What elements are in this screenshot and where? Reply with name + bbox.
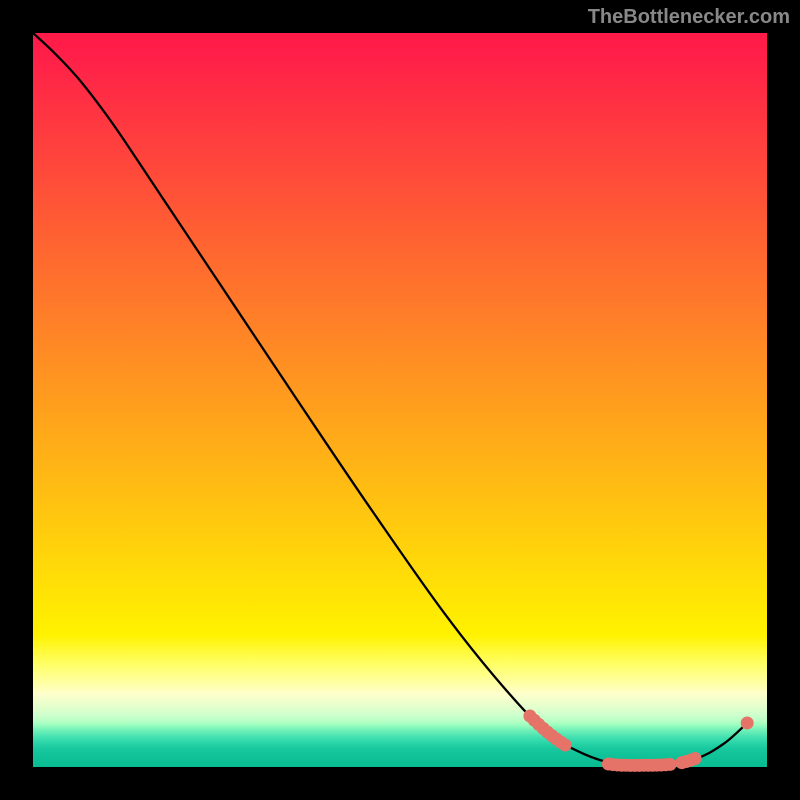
- chart-overlay: [0, 0, 800, 800]
- data-marker: [559, 738, 572, 751]
- data-marker: [689, 752, 702, 765]
- watermark-text: TheBottlenecker.com: [588, 6, 790, 29]
- curve-line: [33, 33, 747, 766]
- data-marker: [664, 758, 677, 771]
- data-marker: [741, 716, 754, 729]
- chart-container: TheBottlenecker.com: [0, 0, 800, 800]
